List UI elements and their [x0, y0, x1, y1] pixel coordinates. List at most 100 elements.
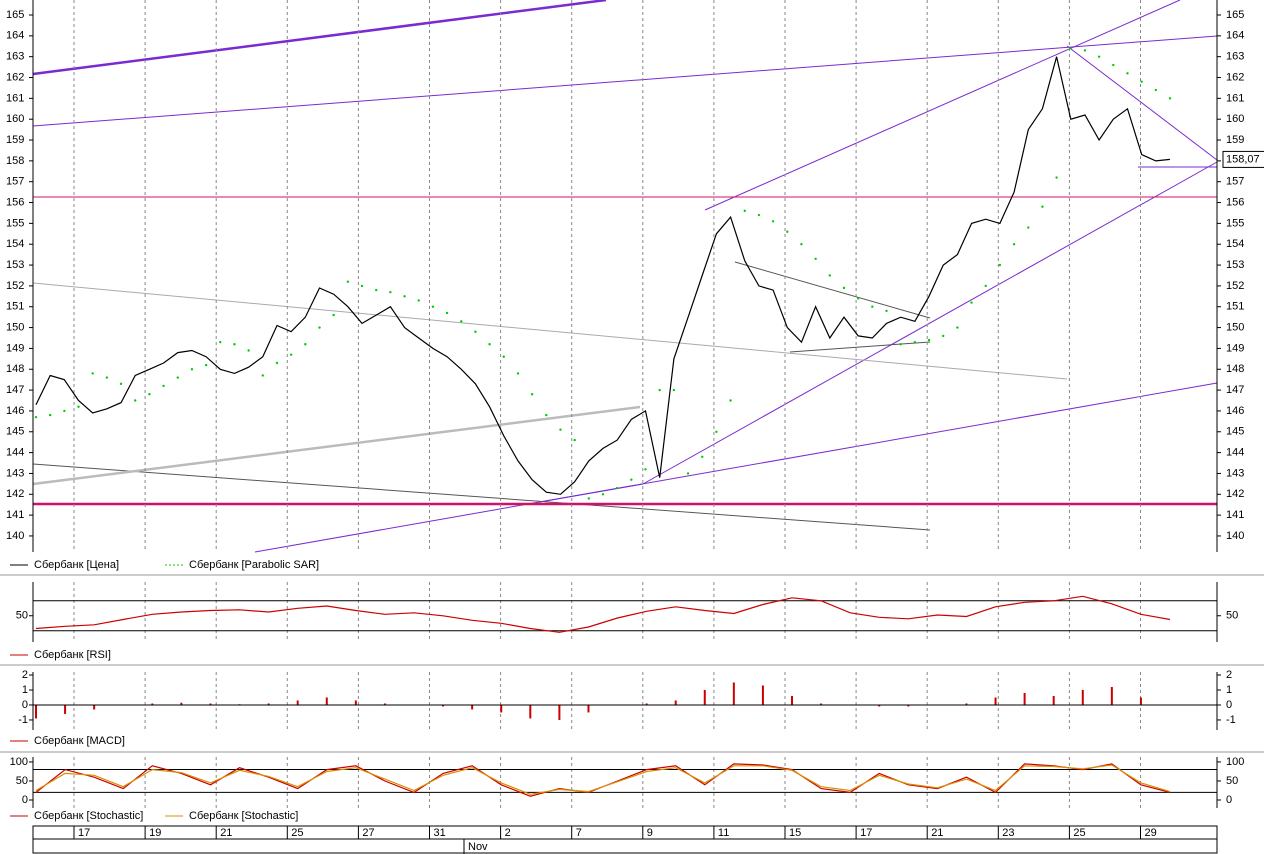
sar-dot: [601, 493, 605, 496]
legend-label: Сбербанк [RSI]: [34, 649, 111, 661]
sar-dot: [828, 274, 831, 277]
sar-dot: [984, 284, 987, 288]
sar-dot: [729, 399, 732, 402]
sar-dot: [530, 393, 534, 396]
macd-bar: [209, 703, 212, 705]
y-tick-label: 151: [1226, 301, 1244, 313]
macd-bar: [1023, 692, 1026, 705]
sar-dot: [431, 305, 435, 308]
y-tick-label: 159: [6, 134, 24, 146]
sar-dot: [460, 320, 463, 323]
sar-dot: [1083, 49, 1087, 52]
macd-bar: [761, 685, 764, 705]
y-tick-label: 156: [6, 196, 24, 208]
x-tick-label: 17: [860, 827, 872, 839]
macd-bar: [64, 704, 67, 714]
x-tick-label: 29: [1145, 827, 1157, 839]
y-tick-label: 145: [1226, 426, 1244, 438]
y-tick-label: 143: [1226, 467, 1244, 479]
y-tick-label: 162: [6, 71, 24, 83]
sar-dot: [658, 388, 661, 392]
y-tick-label: 0: [22, 794, 28, 806]
sar-dot: [927, 338, 931, 342]
trend-line: [734, 261, 931, 319]
macd-bar: [180, 702, 183, 705]
y-tick-label: 163: [6, 51, 24, 63]
y-tick-label: 150: [6, 321, 24, 333]
y-tick-label: 151: [6, 301, 24, 313]
sar-dot: [304, 343, 307, 346]
x-tick-label: 7: [576, 827, 582, 839]
macd-bar: [558, 704, 561, 720]
sar-dot: [885, 309, 888, 313]
y-tick-label: 147: [1226, 384, 1244, 396]
y-tick-label: 143: [6, 467, 24, 479]
frame: [0, 574, 1264, 854]
macd-bar: [354, 700, 357, 705]
macd-bar: [965, 703, 968, 705]
sar-dot: [360, 284, 364, 288]
legend-label: Сбербанк [MACD]: [34, 735, 125, 747]
y-tick-label: 157: [1226, 176, 1244, 188]
x-tick-label: 2: [505, 827, 511, 839]
y-tick-label: 100: [10, 756, 28, 768]
y-tick-label: 147: [6, 384, 24, 396]
sar-dot: [204, 363, 208, 367]
sar-dot: [233, 343, 236, 346]
y-tick-label: 50: [1226, 610, 1238, 622]
macd-bar: [35, 704, 37, 719]
macd-bar: [820, 703, 823, 705]
month-label: Nov: [468, 841, 488, 853]
sar-dot: [119, 382, 123, 386]
trend-line: [539, 483, 644, 503]
x-tick-label: 31: [434, 827, 446, 839]
sar-dot: [1012, 243, 1016, 246]
sar-dot: [91, 372, 94, 375]
y-tick-label: 155: [6, 217, 24, 229]
macd-bar: [1052, 695, 1055, 705]
legend-label: Сбербанк [Stochastic]: [34, 810, 143, 822]
y-tick-label: 144: [1226, 447, 1244, 459]
y-tick-label: 161: [1226, 92, 1244, 104]
trend-line: [789, 341, 931, 353]
sar-dot: [375, 288, 378, 292]
sar-dot: [417, 299, 420, 302]
sar-dot: [332, 313, 335, 317]
macd-bar: [1081, 689, 1084, 705]
y-tick-label: 157: [6, 176, 24, 188]
y-tick-label: 149: [1226, 342, 1244, 354]
sar-dot: [715, 430, 718, 433]
y-tick-label: 142: [1226, 488, 1244, 500]
x-tick-label: 21: [220, 827, 232, 839]
sar-dot: [247, 349, 250, 352]
sar-dot: [48, 413, 52, 417]
x-tick-label: 25: [1073, 827, 1085, 839]
sar-dot: [1041, 205, 1044, 208]
y-tick-label: 0: [1226, 794, 1232, 806]
y-tick-label: 141: [6, 509, 24, 521]
y-tick-label: 144: [6, 447, 24, 459]
last-price-box: [1222, 150, 1264, 168]
trend-line: [1066, 45, 1218, 161]
y-tick-label: 2: [22, 669, 28, 681]
y-tick-label: 146: [1226, 405, 1244, 417]
macd-bar: [93, 704, 96, 710]
macd-bar: [442, 704, 445, 707]
y-tick-label: 0: [22, 699, 28, 711]
sar-dot: [587, 497, 591, 500]
macd-bar: [151, 703, 154, 705]
y-tick-label: 100: [1226, 756, 1244, 768]
sar-dot: [261, 374, 264, 377]
macd-bar: [383, 703, 386, 705]
sar-dot: [474, 330, 477, 333]
sar-dot: [672, 388, 676, 392]
x-tick-label: 25: [291, 827, 303, 839]
macd-bar: [674, 700, 677, 705]
y-tick-label: 152: [1226, 280, 1244, 292]
y-tick-label: 148: [1226, 363, 1244, 375]
sar-dot: [559, 428, 562, 431]
sar-dot: [942, 334, 945, 338]
sar-dot: [545, 413, 548, 417]
sar-dot: [800, 243, 803, 246]
